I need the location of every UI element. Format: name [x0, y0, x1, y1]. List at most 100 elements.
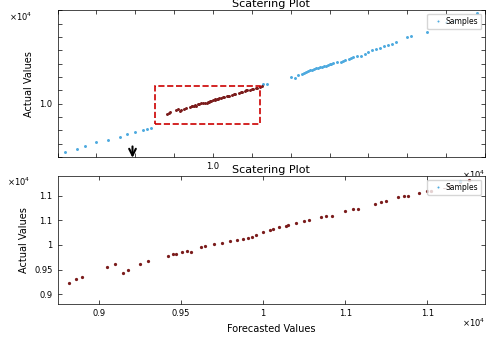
- Point: [371, 201, 379, 207]
- Point: [464, 177, 472, 183]
- Point: [260, 81, 268, 87]
- Point: [209, 98, 217, 103]
- Legend: Samples: Samples: [427, 14, 481, 29]
- Point: [65, 280, 73, 286]
- Point: [206, 99, 214, 104]
- Point: [322, 214, 330, 219]
- Point: [350, 207, 358, 212]
- Point: [415, 190, 423, 195]
- Point: [300, 70, 308, 76]
- Point: [72, 276, 80, 282]
- Point: [168, 251, 176, 257]
- Point: [242, 88, 250, 93]
- Point: [339, 58, 347, 64]
- Point: [164, 110, 172, 116]
- Point: [214, 96, 222, 101]
- Point: [316, 64, 324, 70]
- Point: [424, 188, 432, 194]
- Point: [220, 94, 228, 100]
- Point: [230, 91, 238, 97]
- Point: [166, 110, 174, 115]
- X-axis label: Forecasted Values: Forecasted Values: [227, 176, 316, 187]
- Point: [372, 46, 380, 52]
- Point: [341, 209, 349, 214]
- Point: [364, 49, 372, 54]
- Title: Scatering Plot: Scatering Plot: [232, 165, 310, 175]
- Legend: Samples: Samples: [427, 179, 481, 195]
- Point: [252, 232, 260, 238]
- Point: [144, 258, 152, 263]
- Y-axis label: Actual Values: Actual Values: [24, 51, 34, 117]
- Point: [224, 93, 232, 99]
- Point: [124, 267, 132, 272]
- Point: [208, 98, 216, 104]
- Point: [213, 96, 221, 102]
- Point: [177, 108, 185, 113]
- Point: [252, 85, 260, 91]
- Point: [456, 179, 464, 185]
- Point: [388, 41, 396, 46]
- Point: [218, 95, 226, 100]
- Point: [266, 227, 274, 233]
- Point: [322, 63, 330, 68]
- Point: [174, 106, 182, 112]
- Point: [442, 20, 450, 25]
- Point: [404, 34, 411, 40]
- Point: [218, 241, 226, 246]
- Point: [326, 62, 334, 67]
- Point: [324, 62, 332, 68]
- Point: [264, 81, 272, 86]
- Point: [80, 144, 88, 149]
- Point: [136, 261, 143, 266]
- Point: [139, 127, 147, 132]
- Point: [210, 241, 218, 247]
- Point: [286, 74, 294, 80]
- Point: [302, 70, 310, 75]
- Point: [192, 103, 200, 108]
- Point: [392, 40, 400, 45]
- Point: [290, 76, 298, 81]
- Point: [164, 253, 172, 259]
- Point: [426, 188, 434, 193]
- Point: [216, 95, 224, 100]
- Point: [310, 66, 318, 72]
- Point: [354, 206, 362, 212]
- Point: [172, 107, 180, 113]
- Point: [116, 135, 124, 140]
- Point: [308, 67, 316, 72]
- Point: [314, 65, 322, 70]
- Point: [368, 48, 376, 53]
- Point: [292, 220, 300, 225]
- Point: [176, 108, 184, 114]
- Point: [382, 199, 390, 204]
- Point: [380, 44, 388, 49]
- Point: [407, 33, 415, 38]
- Point: [206, 99, 214, 104]
- Point: [124, 132, 132, 137]
- Point: [199, 101, 207, 106]
- Point: [356, 53, 364, 58]
- Point: [172, 251, 180, 257]
- Point: [328, 61, 336, 66]
- Point: [422, 29, 430, 34]
- Point: [191, 103, 199, 108]
- Text: $\times10^{4}$: $\times10^{4}$: [462, 317, 485, 330]
- Point: [147, 125, 155, 130]
- Bar: [154, 86, 260, 124]
- Point: [334, 59, 342, 65]
- Text: $\times10^{4}$: $\times10^{4}$: [6, 176, 30, 188]
- Point: [182, 105, 190, 111]
- Point: [378, 200, 386, 205]
- Point: [163, 111, 171, 117]
- Point: [450, 18, 458, 24]
- Point: [376, 45, 384, 50]
- Point: [360, 51, 368, 57]
- Point: [258, 83, 266, 89]
- Point: [404, 193, 411, 198]
- Point: [384, 42, 392, 48]
- Point: [212, 97, 220, 102]
- Point: [445, 183, 453, 188]
- Point: [78, 274, 86, 280]
- Y-axis label: Actual Values: Actual Values: [18, 207, 28, 273]
- Point: [318, 64, 326, 70]
